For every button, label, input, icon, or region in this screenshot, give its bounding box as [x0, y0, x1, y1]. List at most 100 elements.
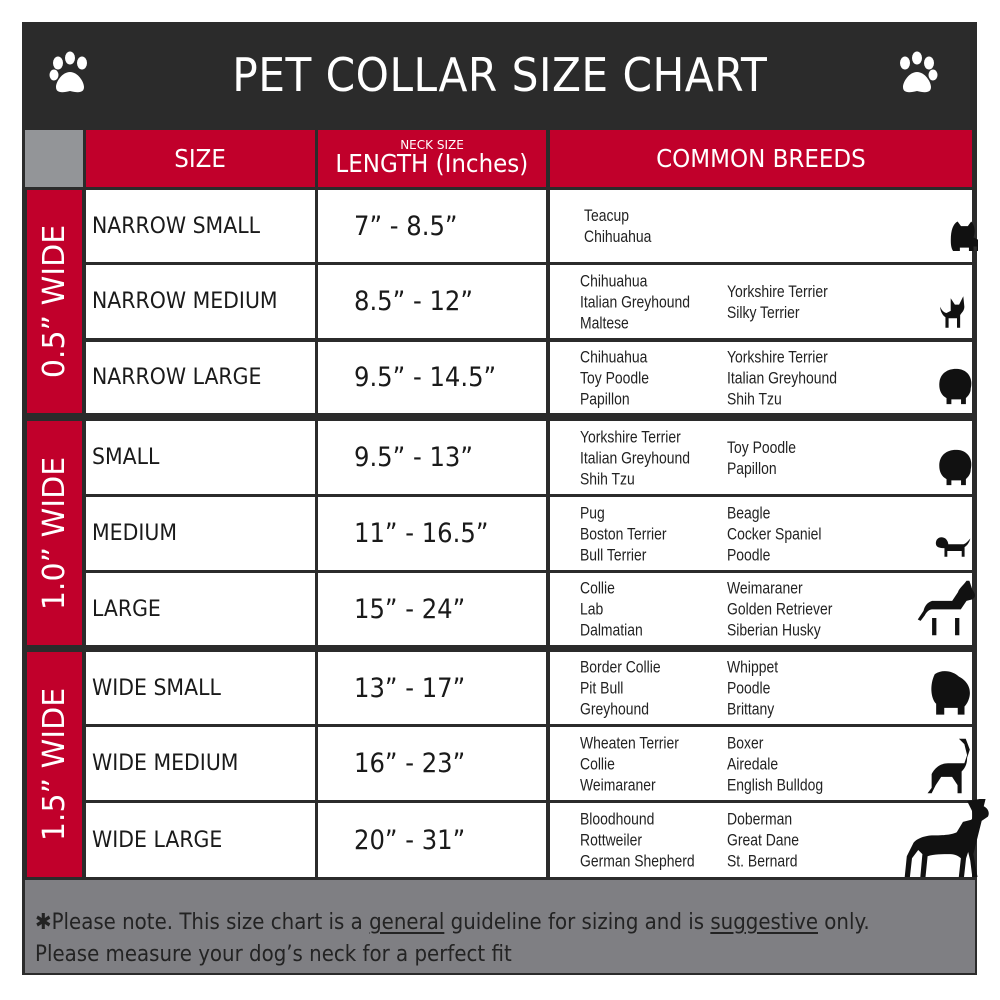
note-line-2: Please measure your dog’s neck for a per… — [35, 942, 512, 967]
breed-name: Border Collie — [580, 657, 661, 677]
breed-name: Toy Poodle — [580, 368, 649, 387]
size-name: MEDIUM — [92, 521, 178, 546]
dog-silhouette-shape — [950, 221, 978, 252]
dog-silhouette-shape — [927, 738, 970, 794]
breeds-cell: Chihuahua Toy Poodle Papillon Yorkshire Ter… — [550, 342, 972, 413]
breeds-column-1: Pug Boston Terrier Bull Terrier — [580, 502, 667, 565]
header-length-label: LENGTH (Inches) — [335, 149, 529, 178]
length-cell: 20” - 31” — [318, 803, 546, 877]
size-name: LARGE — [92, 596, 161, 622]
note-text: only. — [818, 910, 870, 935]
breed-name: Golden Retriever — [727, 599, 833, 619]
dog-silhouette-shape — [917, 580, 975, 636]
length-cell: 8.5” - 12” — [318, 265, 546, 338]
breeds-column-2: Beagle Cocker Spaniel Poodle — [727, 502, 822, 565]
breeds-column-1: Yorkshire Terrier Italian Greyhound Shih T… — [580, 426, 690, 489]
size-name: NARROW LARGE — [92, 365, 262, 390]
page-title: PET COLLAR SIZE CHART — [231, 48, 768, 102]
breed-name: Boston Terrier — [580, 524, 667, 543]
size-name: NARROW SMALL — [92, 213, 261, 239]
breed-name: Dalmatian — [580, 620, 643, 640]
footer-note: ✱Please note. This size chart is a gener… — [25, 880, 975, 973]
breeds-cell: Bloodhound Rottweiler German Shepherd Dober… — [550, 803, 972, 877]
dog-silhouette-shape — [935, 536, 971, 557]
width-group-text: 0.5” WIDE — [37, 224, 73, 379]
breeds-column-2: Doberman Great Dane St. Bernard — [727, 809, 799, 872]
note-general: general — [369, 910, 445, 935]
length-cell: 7” - 8.5” — [318, 190, 546, 262]
breed-name: Toy Poodle — [727, 437, 796, 457]
neck-length-range: 20” - 31” — [354, 824, 466, 856]
width-group-label: 1.0” WIDE — [27, 421, 82, 645]
size-cell: SMALL — [86, 421, 315, 494]
header-neck-size-label: NECK SIZE — [400, 138, 464, 152]
breeds-column-1: Wheaten Terrier Collie Weimaraner — [580, 732, 679, 795]
breed-name: Maltese — [580, 313, 629, 332]
breed-name: Shih Tzu — [580, 469, 635, 488]
size-name: NARROW MEDIUM — [92, 289, 278, 314]
width-group-text: 1.5” WIDE — [37, 687, 73, 842]
size-cell: LARGE — [86, 573, 315, 645]
dog-silhouette-shape — [939, 449, 972, 486]
width-group-label: 0.5” WIDE — [27, 190, 82, 413]
dog-silhouette-shape — [940, 296, 965, 328]
breed-name: Papillon — [727, 458, 777, 478]
breeds-column-2: Yorkshire Terrier Silky Terrier — [727, 281, 828, 323]
breeds-column-2: Yorkshire Terrier Italian Greyhound Shih T… — [727, 346, 837, 409]
width-group-text: 1.0” WIDE — [37, 456, 73, 610]
breed-name: Yorkshire Terrier — [727, 347, 828, 366]
neck-length-range: 8.5” - 12” — [354, 286, 473, 317]
breeds-cell: Yorkshire Terrier Italian Greyhound Shih T… — [550, 421, 972, 494]
breed-name: Poodle — [727, 678, 771, 698]
header-corner — [25, 130, 83, 187]
header-breeds-label: COMMON BREEDS — [656, 144, 866, 173]
breed-name: Italian Greyhound — [580, 292, 691, 311]
header-size: SIZE — [86, 130, 315, 187]
breed-name: Doberman — [727, 809, 793, 829]
breeds-cell: Wheaten Terrier Collie Weimaraner Boxer Aire… — [550, 727, 972, 800]
size-name: WIDE SMALL — [92, 675, 221, 701]
breed-name: Whippet — [727, 657, 779, 677]
breed-name: Bloodhound — [580, 809, 655, 829]
breed-name: Chihuahua — [580, 347, 648, 366]
paw-print-icon — [900, 51, 938, 93]
length-cell: 9.5” - 14.5” — [318, 342, 546, 413]
dog-silhouette-shape — [904, 799, 989, 877]
size-name: WIDE MEDIUM — [92, 751, 239, 776]
breed-name: Siberian Husky — [727, 620, 821, 640]
breed-name: Collie — [580, 578, 615, 598]
breed-name: Cocker Spaniel — [727, 524, 822, 543]
breed-name: Teacup — [584, 206, 629, 225]
size-name: SMALL — [92, 445, 160, 470]
length-cell: 13” - 17” — [318, 652, 546, 724]
size-cell: MEDIUM — [86, 497, 315, 570]
size-cell: NARROW MEDIUM — [86, 265, 315, 338]
breed-name: Rottweiler — [580, 830, 642, 850]
dog-silhouette-icon — [939, 368, 972, 405]
length-cell: 15” - 24” — [318, 573, 546, 645]
breed-name: Weimaraner — [727, 578, 803, 598]
breeds-column-2: Boxer Airedale English Bulldog — [727, 732, 823, 795]
breed-name: Italian Greyhound — [727, 368, 838, 387]
note-text: ✱Please note. This size chart is a — [35, 910, 363, 935]
size-cell: NARROW LARGE — [86, 342, 315, 413]
title-band: PET COLLAR SIZE CHART — [22, 22, 977, 128]
header-length: NECK SIZE LENGTH (Inches) — [318, 130, 546, 187]
breed-name: Italian Greyhound — [580, 448, 691, 467]
breeds-column-1: Chihuahua Toy Poodle Papillon — [580, 346, 649, 409]
breeds-column-1: Border Collie Pit Bull Greyhound — [580, 657, 661, 720]
breed-name: Wheaten Terrier — [580, 733, 679, 752]
breed-name: Collie — [580, 754, 615, 773]
breed-name: Silky Terrier — [727, 302, 800, 322]
breed-name: Chihuahua — [584, 227, 652, 246]
dog-silhouette-icon — [950, 221, 978, 252]
breed-name: Brittany — [727, 699, 775, 719]
dog-silhouette-icon — [904, 799, 989, 877]
neck-length-range: 16” - 23” — [354, 748, 466, 779]
dog-silhouette-shape — [939, 368, 972, 405]
neck-length-range: 9.5” - 13” — [354, 442, 473, 473]
breed-name: Airedale — [727, 754, 779, 773]
breeds-cell: Teacup Chihuahua — [550, 190, 972, 262]
breeds-column-2: Whippet Poodle Brittany — [727, 657, 778, 720]
breed-name: Yorkshire Terrier — [580, 427, 681, 446]
